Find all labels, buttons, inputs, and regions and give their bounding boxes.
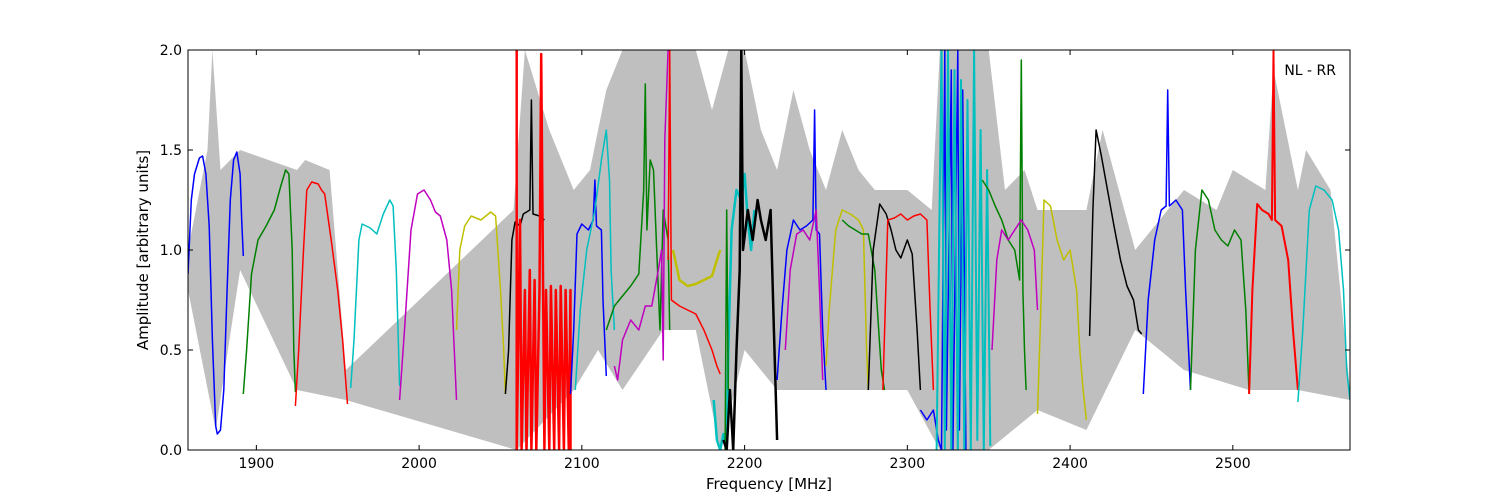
series-line-12 [613,50,669,381]
background-band [188,50,1350,450]
series-line-21 [841,219,886,391]
y-tick-label: 1.5 [160,143,182,159]
series-line-24 [919,50,967,450]
series-line-30 [1142,89,1192,395]
annotation-label: NL - RR [1284,63,1336,79]
series-line-27 [991,219,1039,351]
y-tick-label: 2.0 [160,43,182,59]
series-line-16 [724,209,730,450]
x-tick-label: 2000 [401,456,437,472]
series-layer [188,50,1350,450]
series-line-6 [455,211,507,395]
series-line-20 [825,209,870,391]
series-line-22 [867,203,922,391]
y-tick-label: 0.5 [160,343,182,359]
series-line-5 [398,189,458,401]
series-line-10 [574,129,616,391]
series-line-32 [1248,50,1299,395]
series-line-14 [671,249,722,288]
x-axis-title: Frequency [MHz] [706,475,832,493]
series-line-1 [188,151,245,435]
series-line-25 [935,50,992,450]
series-line-8 [515,50,572,450]
tick-layer: 1900 2000 2100 2200 2300 2400 2500 0.0 0.5 1.0 1.5… [160,43,1350,472]
series-line-3 [294,181,349,407]
series-line-28 [1036,199,1088,421]
series-line-31 [1189,189,1250,395]
y-tick-label: 0.0 [160,443,182,459]
series-line-4 [349,199,401,389]
series-line-26 [981,59,1027,391]
series-line-7 [504,99,545,395]
x-tick-label: 2100 [564,456,600,472]
series-line-19 [784,209,824,381]
background-band-layer [188,50,1350,450]
y-axis-title: Amplitude [arbitrary units] [134,150,152,350]
x-tick-label: 2300 [890,456,926,472]
series-line-23 [882,213,935,391]
x-tick-label: 2200 [727,456,763,472]
series-line-29 [1088,129,1143,337]
y-tick-label: 1.0 [160,243,182,259]
series-line-33 [1297,185,1350,403]
x-tick-label: 2500 [1215,456,1251,472]
series-line-13 [667,50,721,375]
series-line-2 [242,169,297,395]
x-tick-label: 2400 [1052,456,1088,472]
series-line-17 [722,50,779,450]
x-tick-label: 1900 [239,456,275,472]
series-line-18 [776,109,827,391]
